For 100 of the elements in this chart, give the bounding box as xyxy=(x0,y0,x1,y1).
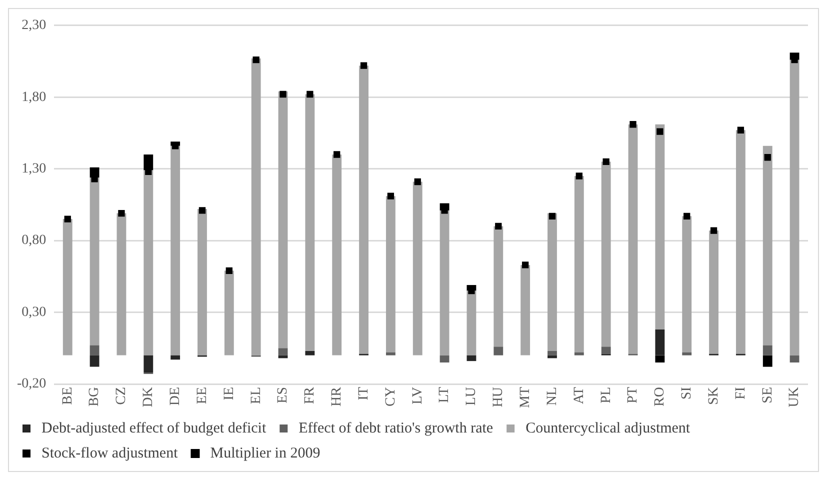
x-tick-label: FI xyxy=(733,386,748,400)
x-tick-label: ES xyxy=(276,387,291,404)
bar xyxy=(386,196,396,352)
bar xyxy=(198,209,207,356)
point xyxy=(630,121,636,128)
y-tick-label: 0,80 xyxy=(22,233,46,248)
x-tick-label: DE xyxy=(168,387,183,406)
bar xyxy=(170,146,180,356)
bar xyxy=(170,355,180,360)
legend-label: Countercyclical adjustment xyxy=(526,420,691,436)
y-tick-label: 1,80 xyxy=(22,90,46,105)
x-tick-label: LV xyxy=(410,387,426,404)
bar xyxy=(466,355,476,362)
point xyxy=(495,222,502,230)
x-tick-label: SE xyxy=(760,387,776,404)
x-tick-label: DK xyxy=(141,387,156,408)
x-tick-label: MT xyxy=(518,386,533,408)
point xyxy=(548,212,556,220)
x-tick-label: HR xyxy=(330,386,345,406)
x-tick-label: IT xyxy=(356,386,372,400)
bar xyxy=(251,58,261,356)
legend-label: Stock-flow adjustment xyxy=(42,445,179,462)
point xyxy=(576,172,582,180)
bar xyxy=(790,60,800,356)
point xyxy=(226,267,232,274)
bar xyxy=(224,270,234,356)
bar xyxy=(440,210,450,356)
point xyxy=(280,90,286,98)
bar xyxy=(278,348,288,356)
bar xyxy=(682,216,692,352)
x-tick-label: FR xyxy=(302,386,318,404)
point xyxy=(737,126,744,134)
y-tick-label: 0,30 xyxy=(22,304,46,320)
bar xyxy=(62,219,72,356)
bar xyxy=(386,352,396,356)
point xyxy=(684,212,690,220)
y-tick-label: 2,30 xyxy=(22,18,46,34)
point xyxy=(334,151,340,158)
bar xyxy=(278,91,288,348)
y-tick-label: -0,20 xyxy=(16,376,46,392)
x-tick-label: BG xyxy=(87,387,102,406)
bar xyxy=(494,226,504,347)
bar xyxy=(762,146,772,346)
point xyxy=(522,262,529,268)
point xyxy=(118,210,125,217)
point xyxy=(414,178,421,186)
point xyxy=(602,158,610,165)
point xyxy=(764,154,771,161)
bar xyxy=(548,351,557,356)
point xyxy=(64,216,71,222)
bar xyxy=(790,355,800,362)
bar xyxy=(655,124,665,330)
bar xyxy=(412,182,422,356)
x-tick-label: EE xyxy=(194,387,210,404)
x-tick-label: BE xyxy=(60,387,76,405)
bar xyxy=(548,213,557,352)
x-tick-label: LU xyxy=(464,387,480,406)
bar xyxy=(601,346,611,354)
x-tick-label: NL xyxy=(544,387,560,406)
legend-label: Debt-adjusted effect of budget deficit xyxy=(42,420,267,436)
x-tick-label: HU xyxy=(491,387,506,408)
x-tick-label: CZ xyxy=(114,387,130,405)
point xyxy=(360,62,368,69)
bar xyxy=(305,94,315,352)
bar xyxy=(466,290,476,356)
legend-label: Effect of debt ratio's growth rate xyxy=(298,420,494,436)
point xyxy=(656,128,664,135)
bar xyxy=(494,346,504,356)
point xyxy=(306,90,314,98)
bar xyxy=(440,355,450,362)
bar xyxy=(90,177,100,346)
bar xyxy=(116,213,126,356)
x-tick-label: AT xyxy=(572,386,587,404)
bar xyxy=(90,355,100,367)
bar xyxy=(628,124,638,354)
bar xyxy=(144,170,154,356)
x-tick-label: SK xyxy=(706,387,722,405)
x-tick-label: IE xyxy=(222,387,237,400)
x-tick-label: UK xyxy=(787,387,802,408)
x-tick-label: SI xyxy=(680,386,695,400)
bar xyxy=(520,264,530,356)
bar xyxy=(574,176,584,352)
x-tick-label: PL xyxy=(598,387,614,404)
x-tick-label: PT xyxy=(626,386,641,404)
bar xyxy=(762,345,772,356)
x-tick-label: EL xyxy=(248,387,264,404)
bar xyxy=(144,355,154,373)
point xyxy=(198,207,206,214)
bar xyxy=(762,355,772,367)
bar xyxy=(655,329,665,356)
bar xyxy=(90,345,100,356)
bar xyxy=(736,130,746,354)
bar xyxy=(305,351,315,356)
bar xyxy=(655,355,665,362)
bar xyxy=(574,352,584,356)
bar xyxy=(709,230,718,354)
bar xyxy=(601,162,611,347)
x-tick-label: LT xyxy=(437,386,452,403)
bar xyxy=(359,66,368,354)
legend-label: Multiplier in 2009 xyxy=(210,445,320,462)
